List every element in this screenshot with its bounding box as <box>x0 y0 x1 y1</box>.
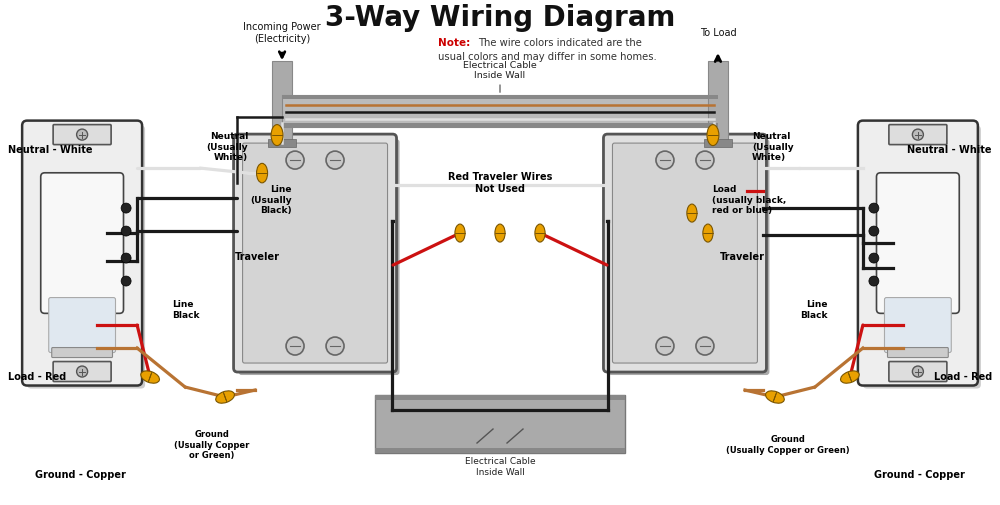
Circle shape <box>696 151 714 169</box>
FancyBboxPatch shape <box>887 347 948 358</box>
Ellipse shape <box>535 224 545 242</box>
Text: Electrical Cable
Inside Wall: Electrical Cable Inside Wall <box>463 61 537 80</box>
FancyBboxPatch shape <box>884 297 951 352</box>
Bar <box>375 395 625 453</box>
FancyBboxPatch shape <box>52 347 113 358</box>
Ellipse shape <box>271 125 283 145</box>
FancyBboxPatch shape <box>889 362 947 382</box>
Circle shape <box>326 337 344 355</box>
Circle shape <box>121 253 131 263</box>
Text: To Load: To Load <box>700 28 736 38</box>
Text: Load - Red: Load - Red <box>934 372 992 382</box>
FancyBboxPatch shape <box>858 121 978 385</box>
Circle shape <box>286 337 304 355</box>
Bar <box>375 448 625 453</box>
FancyBboxPatch shape <box>49 297 116 352</box>
Text: Traveler: Traveler <box>235 252 280 262</box>
Bar <box>282 123 718 127</box>
Ellipse shape <box>216 391 234 403</box>
Bar <box>708 61 728 143</box>
FancyBboxPatch shape <box>863 126 981 388</box>
Text: Incoming Power
(Electricity): Incoming Power (Electricity) <box>243 22 321 44</box>
Circle shape <box>869 226 879 236</box>
Circle shape <box>912 129 923 140</box>
Circle shape <box>696 337 714 355</box>
Text: Neutral
(Usually
White): Neutral (Usually White) <box>206 132 248 162</box>
Circle shape <box>869 253 879 263</box>
Circle shape <box>121 203 131 213</box>
FancyBboxPatch shape <box>239 139 400 375</box>
FancyBboxPatch shape <box>41 173 124 314</box>
Ellipse shape <box>495 224 505 242</box>
Text: Note:: Note: <box>438 38 470 48</box>
Ellipse shape <box>455 224 465 242</box>
Bar <box>282 95 718 99</box>
Text: Ground
(Usually Copper or Green): Ground (Usually Copper or Green) <box>726 435 850 454</box>
Bar <box>268 139 296 147</box>
FancyBboxPatch shape <box>608 139 769 375</box>
Ellipse shape <box>703 224 713 242</box>
FancyBboxPatch shape <box>53 362 111 382</box>
Text: Neutral
(Usually
White): Neutral (Usually White) <box>752 132 794 162</box>
Circle shape <box>286 151 304 169</box>
Circle shape <box>77 129 88 140</box>
FancyBboxPatch shape <box>889 125 947 144</box>
Text: Line
Black: Line Black <box>172 300 200 320</box>
Text: usual colors and may differ in some homes.: usual colors and may differ in some home… <box>438 52 657 62</box>
Text: 3-Way Wiring Diagram: 3-Way Wiring Diagram <box>325 4 675 32</box>
Ellipse shape <box>687 204 697 222</box>
Text: Line
(Usually
Black): Line (Usually Black) <box>250 185 292 215</box>
Bar <box>282 95 718 127</box>
Ellipse shape <box>841 371 859 383</box>
Text: Ground - Copper: Ground - Copper <box>874 470 965 480</box>
Circle shape <box>656 337 674 355</box>
FancyBboxPatch shape <box>234 134 397 372</box>
Circle shape <box>912 366 923 377</box>
Text: Load - Red: Load - Red <box>8 372 66 382</box>
Ellipse shape <box>141 371 159 383</box>
Text: Traveler: Traveler <box>720 252 765 262</box>
FancyBboxPatch shape <box>603 134 766 372</box>
Ellipse shape <box>707 125 719 145</box>
Bar <box>375 395 625 400</box>
Text: Ground
(Usually Copper
or Green): Ground (Usually Copper or Green) <box>174 430 250 460</box>
Text: Neutral - White: Neutral - White <box>907 145 992 155</box>
Circle shape <box>869 203 879 213</box>
Circle shape <box>121 276 131 286</box>
FancyBboxPatch shape <box>22 121 142 385</box>
Bar <box>272 61 292 143</box>
Text: The wire colors indicated are the: The wire colors indicated are the <box>478 38 642 48</box>
Circle shape <box>869 276 879 286</box>
Circle shape <box>326 151 344 169</box>
FancyBboxPatch shape <box>27 126 145 388</box>
Text: Red Traveler Wires
Not Used: Red Traveler Wires Not Used <box>448 172 552 194</box>
Text: Neutral - White: Neutral - White <box>8 145 93 155</box>
Bar <box>704 139 732 147</box>
FancyBboxPatch shape <box>243 143 388 363</box>
FancyBboxPatch shape <box>876 173 959 314</box>
FancyBboxPatch shape <box>612 143 757 363</box>
Text: Electrical Cable
Inside Wall: Electrical Cable Inside Wall <box>465 458 535 477</box>
Text: Line
Black: Line Black <box>800 300 828 320</box>
Circle shape <box>77 366 88 377</box>
FancyBboxPatch shape <box>53 125 111 144</box>
Ellipse shape <box>257 163 268 183</box>
Ellipse shape <box>766 391 784 403</box>
Circle shape <box>656 151 674 169</box>
Text: Ground - Copper: Ground - Copper <box>35 470 126 480</box>
Circle shape <box>121 226 131 236</box>
Text: Load
(usually black,
red or blue): Load (usually black, red or blue) <box>712 185 786 215</box>
